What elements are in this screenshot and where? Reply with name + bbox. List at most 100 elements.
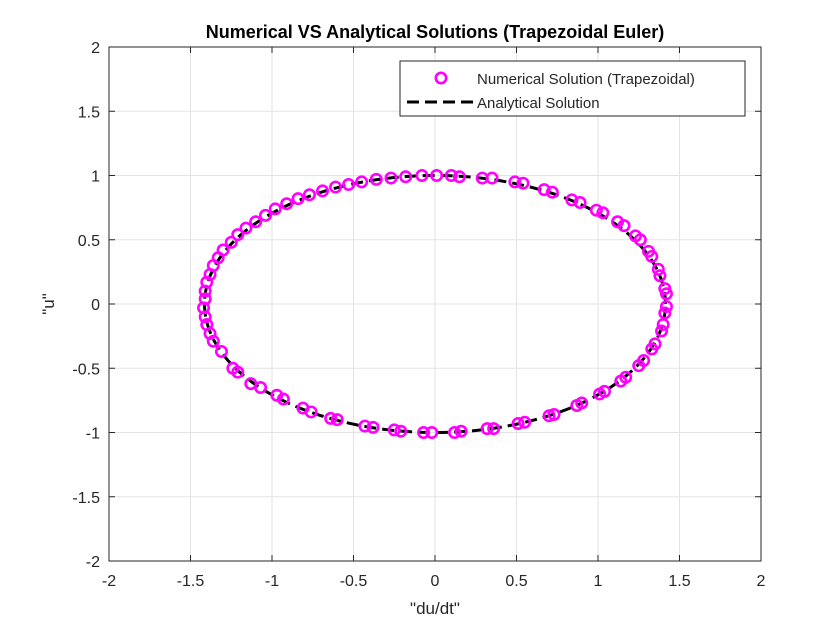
numerical-point (302, 188, 316, 202)
numerical-point (329, 180, 343, 194)
numerical-point (596, 206, 610, 220)
numerical-point (291, 192, 305, 206)
numerical-point (239, 221, 253, 235)
numerical-point (518, 415, 532, 429)
x-tick-labels: -2 -1.5 -1 -0.5 0 0.5 1 1.5 2 (102, 573, 766, 590)
numerical-point (276, 392, 290, 406)
numerical-point (387, 423, 401, 437)
x-tick-label: -1 (265, 573, 279, 590)
numerical-point (249, 215, 263, 229)
y-tick-label: 2 (91, 40, 100, 57)
x-tick-label: 0.5 (505, 573, 527, 590)
numerical-point (444, 169, 458, 183)
chart-title: Numerical VS Analytical Solutions (Trape… (206, 22, 664, 42)
numerical-point (565, 193, 579, 207)
numerical-point (655, 324, 669, 338)
numerical-point (280, 197, 294, 211)
ticks (108, 46, 762, 562)
analytical-curve (203, 173, 667, 435)
numerical-point (268, 202, 282, 216)
numerical-point (231, 365, 245, 379)
numerical-point (637, 354, 651, 368)
numerical-point (658, 306, 672, 320)
numerical-point (198, 284, 212, 298)
numerical-point (415, 169, 429, 183)
x-tick-label: 0 (431, 573, 440, 590)
x-tick-label: -0.5 (340, 573, 368, 590)
y-tick-label: 1.5 (78, 104, 100, 121)
numerical-point (214, 345, 228, 359)
numerical-point (651, 262, 665, 276)
x-tick-label: -1.5 (177, 573, 205, 590)
numerical-markers (197, 169, 673, 439)
numerical-point (575, 396, 589, 410)
legend: Numerical Solution (Trapezoidal) Analyti… (399, 60, 746, 117)
numerical-point (231, 228, 245, 242)
legend-label-numerical: Numerical Solution (Trapezoidal) (477, 71, 695, 88)
numerical-point (547, 408, 561, 422)
y-tick-label: 1 (91, 169, 100, 186)
numerical-point (653, 269, 667, 283)
y-tick-label: -1.5 (72, 490, 100, 507)
numerical-point (448, 425, 462, 439)
legend-box (399, 60, 746, 117)
numerical-point (619, 370, 633, 384)
numerical-point (224, 235, 238, 249)
numerical-point (475, 171, 489, 185)
numerical-point (394, 424, 408, 438)
y-axis-label: "u" (39, 293, 58, 315)
numerical-point (628, 229, 642, 243)
numerical-point (430, 169, 444, 183)
numerical-point (480, 422, 494, 436)
numerical-point (355, 175, 369, 189)
x-tick-label: 1.5 (668, 573, 690, 590)
numerical-point (417, 425, 431, 439)
numerical-point (508, 175, 522, 189)
y-tick-label: -1 (86, 426, 100, 443)
numerical-point (454, 424, 468, 438)
numerical-point (487, 422, 501, 436)
numerical-point (425, 425, 439, 439)
numerical-point (206, 334, 220, 348)
numerical-point (511, 417, 525, 431)
numerical-point (366, 420, 380, 434)
numerical-point (589, 203, 603, 217)
numerical-point (598, 384, 612, 398)
y-tick-label: 0.5 (78, 233, 100, 250)
numerical-point (369, 172, 383, 186)
numerical-point (324, 411, 338, 425)
y-tick-label: 0 (91, 297, 100, 314)
numerical-point (659, 300, 673, 314)
numerical-point (399, 170, 413, 184)
numerical-point (342, 177, 356, 191)
numerical-point (537, 183, 551, 197)
numerical-point (384, 171, 398, 185)
numerical-point (642, 244, 656, 258)
x-tick-label: 2 (757, 573, 766, 590)
y-tick-label: -2 (86, 554, 100, 571)
numerical-point (330, 413, 344, 427)
numerical-point (254, 381, 268, 395)
numerical-point (358, 419, 372, 433)
numerical-point (316, 184, 330, 198)
numerical-point (304, 405, 318, 419)
numerical-point (516, 176, 530, 190)
numerical-point (658, 282, 672, 296)
analytical-layer (203, 173, 667, 435)
numerical-point (198, 310, 212, 324)
numerical-point (573, 195, 587, 209)
numerical-point (545, 185, 559, 199)
numerical-point (648, 337, 662, 351)
legend-marker-numerical (434, 71, 448, 85)
numerical-point (203, 267, 217, 281)
numerical-point (611, 215, 625, 229)
numerical-point (656, 318, 670, 332)
x-axis-label: "du/dt" (410, 599, 460, 618)
numerical-point (258, 208, 272, 222)
x-tick-label: 1 (594, 573, 603, 590)
y-tick-labels: -2 -1.5 -1 -0.5 0 0.5 1 1.5 2 (72, 40, 100, 571)
numerical-point (452, 170, 466, 184)
legend-label-analytical: Analytical Solution (477, 95, 600, 112)
numerical-point (203, 327, 217, 341)
